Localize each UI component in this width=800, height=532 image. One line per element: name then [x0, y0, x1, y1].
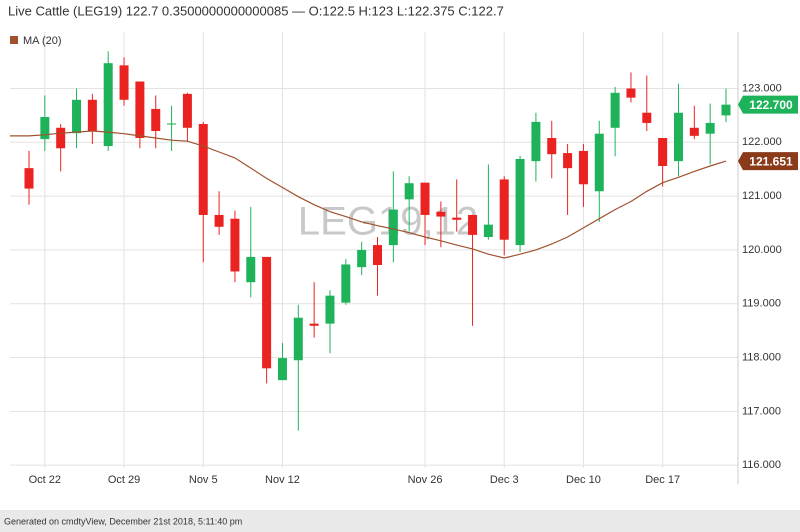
- candle-body: [40, 117, 50, 140]
- x-tick-label: Nov 26: [408, 474, 443, 486]
- candle-body: [658, 138, 668, 166]
- candle-body: [135, 81, 145, 139]
- candle-body: [262, 256, 272, 369]
- candle-body: [721, 104, 731, 116]
- x-tick-label: Oct 29: [108, 474, 140, 486]
- candle-body: [404, 183, 414, 200]
- candle-body: [547, 138, 557, 155]
- y-tick-label: 123.000: [742, 82, 782, 94]
- y-tick-label: 116.000: [742, 459, 781, 471]
- y-tick-label: 121.000: [742, 190, 782, 202]
- candle-body: [642, 112, 652, 123]
- chart-title: Live Cattle (LEG19) 122.7 0.350000000000…: [8, 3, 504, 18]
- y-tick-label: 117.000: [742, 405, 781, 417]
- last-price-label-box: [738, 95, 798, 114]
- watermark: LEG19,12: [298, 200, 478, 244]
- candle-body: [277, 358, 287, 381]
- x-tick-label: Dec 10: [566, 474, 601, 486]
- candle-body: [388, 209, 398, 246]
- candle-body: [436, 211, 446, 217]
- candle-body: [420, 182, 430, 215]
- y-tick-label: 118.000: [742, 351, 781, 363]
- candle-body: [626, 88, 636, 98]
- legend-swatch: [10, 36, 18, 44]
- last-price-label: 122.700: [749, 98, 793, 112]
- ma-last-label-box: [738, 152, 798, 171]
- candle-body: [182, 93, 192, 128]
- candle-body: [167, 123, 177, 125]
- candle-body: [594, 133, 604, 192]
- candle-body: [230, 218, 240, 272]
- x-tick-label: Dec 3: [490, 474, 519, 486]
- candle-body: [24, 168, 34, 189]
- x-tick-label: Oct 22: [29, 474, 61, 486]
- candle-body: [246, 256, 256, 283]
- footer: Generated on cmdtyView, December 21st 20…: [4, 516, 242, 526]
- footer-bar: [0, 510, 800, 532]
- candle-body: [373, 245, 382, 265]
- candle-body: [151, 108, 161, 132]
- candle-body: [483, 224, 493, 238]
- candle-body: [103, 63, 113, 147]
- y-tick-label: 122.000: [742, 136, 782, 148]
- y-tick-label: 120.000: [742, 244, 782, 256]
- legend-label: MA (20): [23, 35, 62, 47]
- candle-body: [325, 295, 335, 324]
- candle-body: [198, 124, 208, 215]
- candle-body: [499, 179, 509, 240]
- candle-body: [87, 99, 97, 132]
- candle-body: [705, 122, 715, 134]
- x-tick-label: Dec 17: [645, 474, 680, 486]
- candle-body: [293, 317, 303, 361]
- candle-body: [468, 214, 478, 235]
- candle-body: [563, 153, 573, 169]
- candle-body: [214, 214, 224, 227]
- ma-line: [28, 130, 727, 259]
- x-tick-label: Nov 5: [189, 474, 218, 486]
- candle-body: [673, 112, 683, 162]
- candle-body: [515, 158, 525, 246]
- candle-body: [72, 99, 82, 134]
- candle-body: [452, 217, 462, 220]
- x-tick-label: Nov 12: [265, 474, 300, 486]
- candle-body: [578, 150, 588, 185]
- candle-body: [309, 323, 319, 326]
- candle-body: [610, 92, 620, 128]
- candle-body: [119, 65, 129, 100]
- candle-body: [56, 127, 66, 149]
- candle-body: [357, 249, 367, 268]
- candle-body: [689, 127, 699, 136]
- candle-body: [531, 121, 541, 162]
- y-tick-label: 119.000: [742, 298, 781, 310]
- candle-body: [341, 264, 351, 303]
- ma-last-label: 121.651: [749, 154, 793, 168]
